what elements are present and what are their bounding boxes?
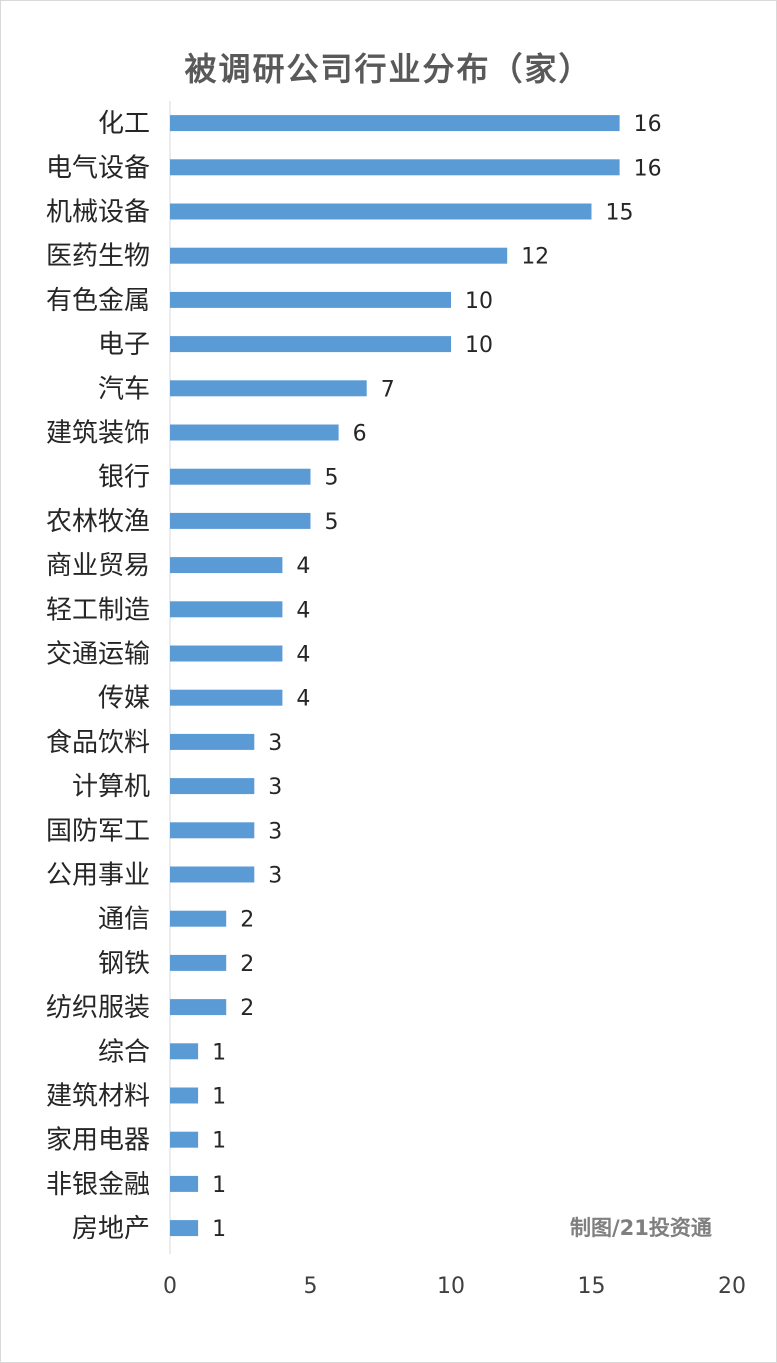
- bar: [170, 247, 508, 264]
- category-label: 交通运输: [46, 640, 150, 670]
- bar: [170, 203, 592, 220]
- category-label: 电气设备: [46, 153, 150, 183]
- bar: [170, 512, 311, 529]
- category-label: 银行: [98, 463, 150, 493]
- data-label: 1: [212, 1040, 226, 1065]
- data-label: 16: [634, 156, 662, 181]
- bar: [170, 954, 227, 971]
- bar: [170, 866, 255, 883]
- bar: [170, 291, 451, 308]
- data-label: 2: [240, 996, 254, 1021]
- category-label: 轻工制造: [46, 595, 150, 625]
- bar: [170, 601, 283, 618]
- data-label: 3: [268, 819, 282, 844]
- data-label: 6: [353, 422, 367, 447]
- bar: [170, 1087, 199, 1104]
- category-label: 电子: [98, 330, 150, 360]
- bar: [170, 1043, 199, 1060]
- x-tick-label: 15: [578, 1274, 606, 1299]
- data-label: 10: [465, 289, 493, 314]
- data-label: 5: [325, 466, 339, 491]
- category-label: 通信: [98, 905, 150, 935]
- bar: [170, 424, 339, 441]
- data-label: 7: [381, 377, 395, 402]
- bar: [170, 999, 227, 1016]
- bar: [170, 1220, 199, 1237]
- x-tick-label: 0: [163, 1274, 177, 1299]
- data-label: 2: [240, 952, 254, 977]
- bar: [170, 733, 255, 750]
- category-label: 农林牧渔: [46, 507, 150, 537]
- data-label: 1: [212, 1129, 226, 1154]
- category-label: 化工: [98, 109, 150, 139]
- category-label: 食品饮料: [46, 728, 150, 758]
- category-label: 汽车: [98, 374, 150, 404]
- category-label: 家用电器: [46, 1126, 150, 1156]
- data-label: 10: [465, 333, 493, 358]
- category-label: 国防军工: [46, 816, 150, 846]
- category-label: 公用事业: [46, 861, 150, 891]
- chart-title: 被调研公司行业分布（家）: [184, 50, 593, 88]
- bar: [170, 557, 283, 574]
- data-label: 3: [268, 731, 282, 756]
- x-tick-label: 10: [437, 1274, 465, 1299]
- data-label: 16: [634, 112, 662, 137]
- category-label: 非银金融: [46, 1170, 150, 1200]
- data-label: 4: [296, 643, 310, 668]
- bar: [170, 778, 255, 795]
- chart-credit: 制图/21投资通: [570, 1216, 712, 1240]
- bar: [170, 1175, 199, 1192]
- data-label: 5: [325, 510, 339, 535]
- bar: [170, 380, 367, 397]
- category-label: 房地产: [72, 1214, 150, 1244]
- bar: [170, 1131, 199, 1148]
- bar: [170, 822, 255, 839]
- bar: [170, 689, 283, 706]
- x-tick-label: 20: [718, 1274, 746, 1299]
- data-label: 4: [296, 598, 310, 623]
- category-label: 建筑材料: [46, 1082, 150, 1112]
- data-label: 1: [212, 1173, 226, 1198]
- data-label: 4: [296, 687, 310, 712]
- bar: [170, 645, 283, 662]
- bar: [170, 115, 620, 132]
- data-label: 4: [296, 554, 310, 579]
- category-label: 建筑装饰: [46, 419, 150, 449]
- data-label: 3: [268, 775, 282, 800]
- data-label: 1: [212, 1085, 226, 1110]
- category-label: 医药生物: [46, 242, 150, 272]
- bar: [170, 159, 620, 176]
- data-label: 15: [606, 201, 634, 226]
- category-label: 钢铁: [98, 949, 150, 979]
- bar: [170, 910, 227, 927]
- category-label: 有色金属: [46, 286, 150, 316]
- data-label: 1: [212, 1217, 226, 1242]
- category-label: 计算机: [72, 772, 150, 802]
- category-label: 机械设备: [46, 198, 150, 228]
- data-label: 12: [521, 245, 549, 270]
- category-label: 综合: [98, 1037, 150, 1067]
- category-label: 纺织服装: [46, 993, 150, 1023]
- category-label: 商业贸易: [46, 551, 150, 581]
- x-tick-label: 5: [304, 1274, 318, 1299]
- bar: [170, 468, 311, 485]
- bar: [170, 336, 451, 353]
- data-label: 3: [268, 864, 282, 889]
- data-label: 2: [240, 908, 254, 933]
- category-label: 传媒: [98, 684, 150, 714]
